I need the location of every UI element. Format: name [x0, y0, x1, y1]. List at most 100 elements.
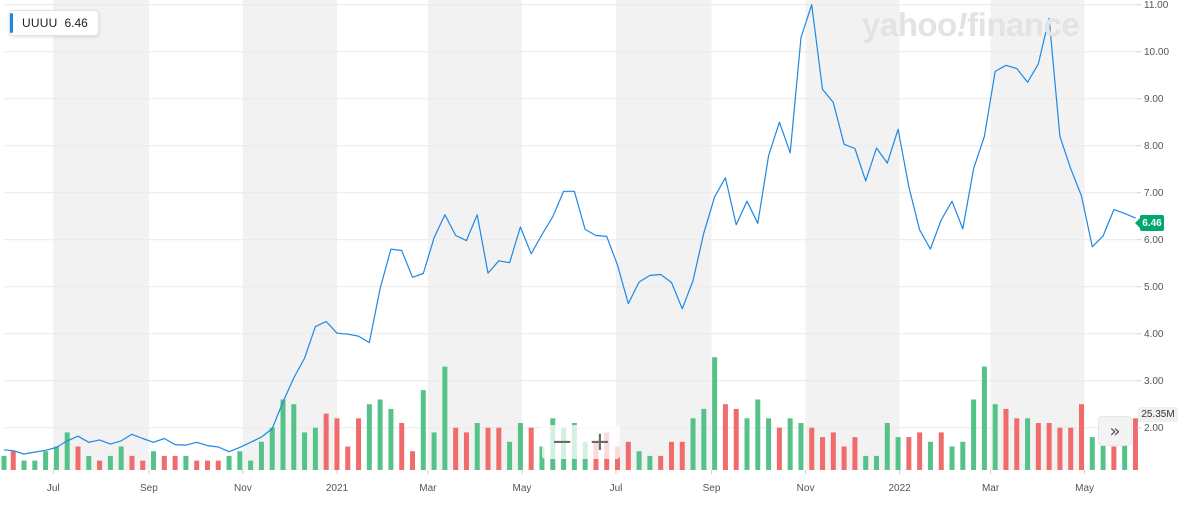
legend-price: 6.46 — [64, 16, 88, 30]
price-line — [3, 4, 1136, 455]
volume-bar — [75, 446, 81, 470]
volume-bar — [1046, 423, 1052, 470]
volume-bar — [453, 427, 459, 470]
volume-bar — [895, 437, 901, 470]
volume-bar — [1111, 446, 1117, 470]
volume-bar — [356, 418, 362, 470]
watermark-part1: yahoo — [862, 6, 957, 43]
volume-bar — [636, 451, 642, 470]
volume-bar — [312, 427, 318, 470]
y-tick-label: 7.00 — [1144, 188, 1164, 199]
volume-bar — [744, 418, 750, 470]
volume-bar — [981, 366, 987, 470]
volume-bar — [625, 441, 631, 470]
volume-bar — [701, 408, 707, 470]
volume-bar — [841, 446, 847, 470]
volume-bar — [1068, 427, 1074, 470]
gridlines — [4, 4, 1137, 429]
last-price-label: 6.46 — [1135, 215, 1164, 231]
zoom-in-button[interactable]: + — [589, 427, 611, 457]
month-band — [53, 0, 149, 470]
x-tick-label: Jul — [610, 483, 623, 494]
month-band — [615, 0, 712, 470]
symbol-legend[interactable]: UUUU 6.46 — [9, 10, 99, 36]
volume-bar — [787, 418, 793, 470]
volume-bar — [906, 437, 912, 470]
x-tick-label: Mar — [982, 483, 1000, 494]
volume-bar — [151, 451, 157, 470]
zoom-controls: − + — [542, 425, 620, 459]
x-tick-label: 2021 — [326, 483, 349, 494]
volume-bar — [949, 446, 955, 470]
volume-bar — [852, 437, 858, 470]
y-tick-label: 4.00 — [1144, 329, 1164, 340]
x-tick-label: Mar — [419, 483, 437, 494]
volume-bar — [507, 441, 513, 470]
volume-bar — [528, 427, 534, 470]
volume-bar — [420, 390, 426, 470]
volume-bar — [377, 399, 383, 470]
volume-bar — [64, 432, 70, 470]
y-tick-label: 8.00 — [1144, 141, 1164, 152]
volume-bar — [161, 455, 167, 470]
volume-bar — [366, 404, 372, 470]
y-axis: 11.00 10.00 9.00 8.00 7.00 6.00 5.00 4.00 3.00 2.… — [1137, 0, 1169, 434]
y-tick-label: 2.00 — [1144, 423, 1164, 434]
volume-bar — [302, 432, 308, 470]
volume-bar — [204, 460, 210, 470]
volume-bar — [140, 460, 146, 470]
volume-bar — [431, 432, 437, 470]
volume-bar — [971, 399, 977, 470]
volume-bar — [830, 432, 836, 470]
volume-bar — [1100, 432, 1106, 470]
volume-bar — [118, 446, 124, 470]
volume-bar — [258, 441, 264, 470]
month-band — [427, 0, 522, 470]
volume-bar — [712, 357, 718, 470]
legend-symbol: UUUU — [22, 16, 58, 30]
volume-bar — [43, 451, 49, 470]
volume-bar — [539, 446, 545, 470]
volume-bar — [517, 423, 523, 470]
volume-bar — [722, 404, 728, 470]
y-tick-label: 11.00 — [1144, 0, 1169, 11]
volume-bar — [1014, 418, 1020, 470]
x-tick-label: Sep — [703, 483, 721, 494]
x-tick-label: Nov — [234, 483, 252, 494]
x-tick-label: Nov — [797, 483, 815, 494]
volume-bar — [1132, 418, 1138, 470]
volume-bar — [345, 446, 351, 470]
watermark-slash: ! — [956, 6, 968, 43]
volume-bar — [776, 427, 782, 470]
volume-bar — [463, 432, 469, 470]
volume-bar — [226, 455, 232, 470]
volume-bar — [496, 427, 502, 470]
volume-bar — [938, 432, 944, 470]
legend-swatch — [10, 13, 13, 33]
expand-chevrons-icon[interactable]: » — [1098, 416, 1132, 446]
volume-bar — [679, 441, 685, 470]
volume-bar — [873, 455, 879, 470]
month-band — [242, 0, 337, 470]
volume-bar — [658, 455, 664, 470]
month-band — [990, 0, 1085, 470]
volume-bar — [1122, 423, 1128, 470]
price-line-layer — [3, 4, 1136, 455]
volume-bar — [291, 404, 297, 470]
volume-bar — [809, 427, 815, 470]
volume-bar — [1003, 408, 1009, 470]
volume-bar — [97, 460, 103, 470]
zoom-out-button[interactable]: − — [551, 427, 573, 457]
volume-bar — [409, 451, 415, 470]
volume-bar — [1057, 427, 1063, 470]
volume-bar — [733, 408, 739, 470]
volume-bar — [1089, 437, 1095, 470]
y-tick-label: 3.00 — [1144, 376, 1164, 387]
x-axis: Jul Sep Nov 2021 Mar May Jul Sep Nov 2022 Mar May — [47, 470, 1094, 494]
volume-bar — [755, 399, 761, 470]
volume-bar — [172, 455, 178, 470]
volume-bar — [183, 455, 189, 470]
volume-bar — [323, 413, 329, 470]
x-tick-label: Jul — [47, 483, 60, 494]
